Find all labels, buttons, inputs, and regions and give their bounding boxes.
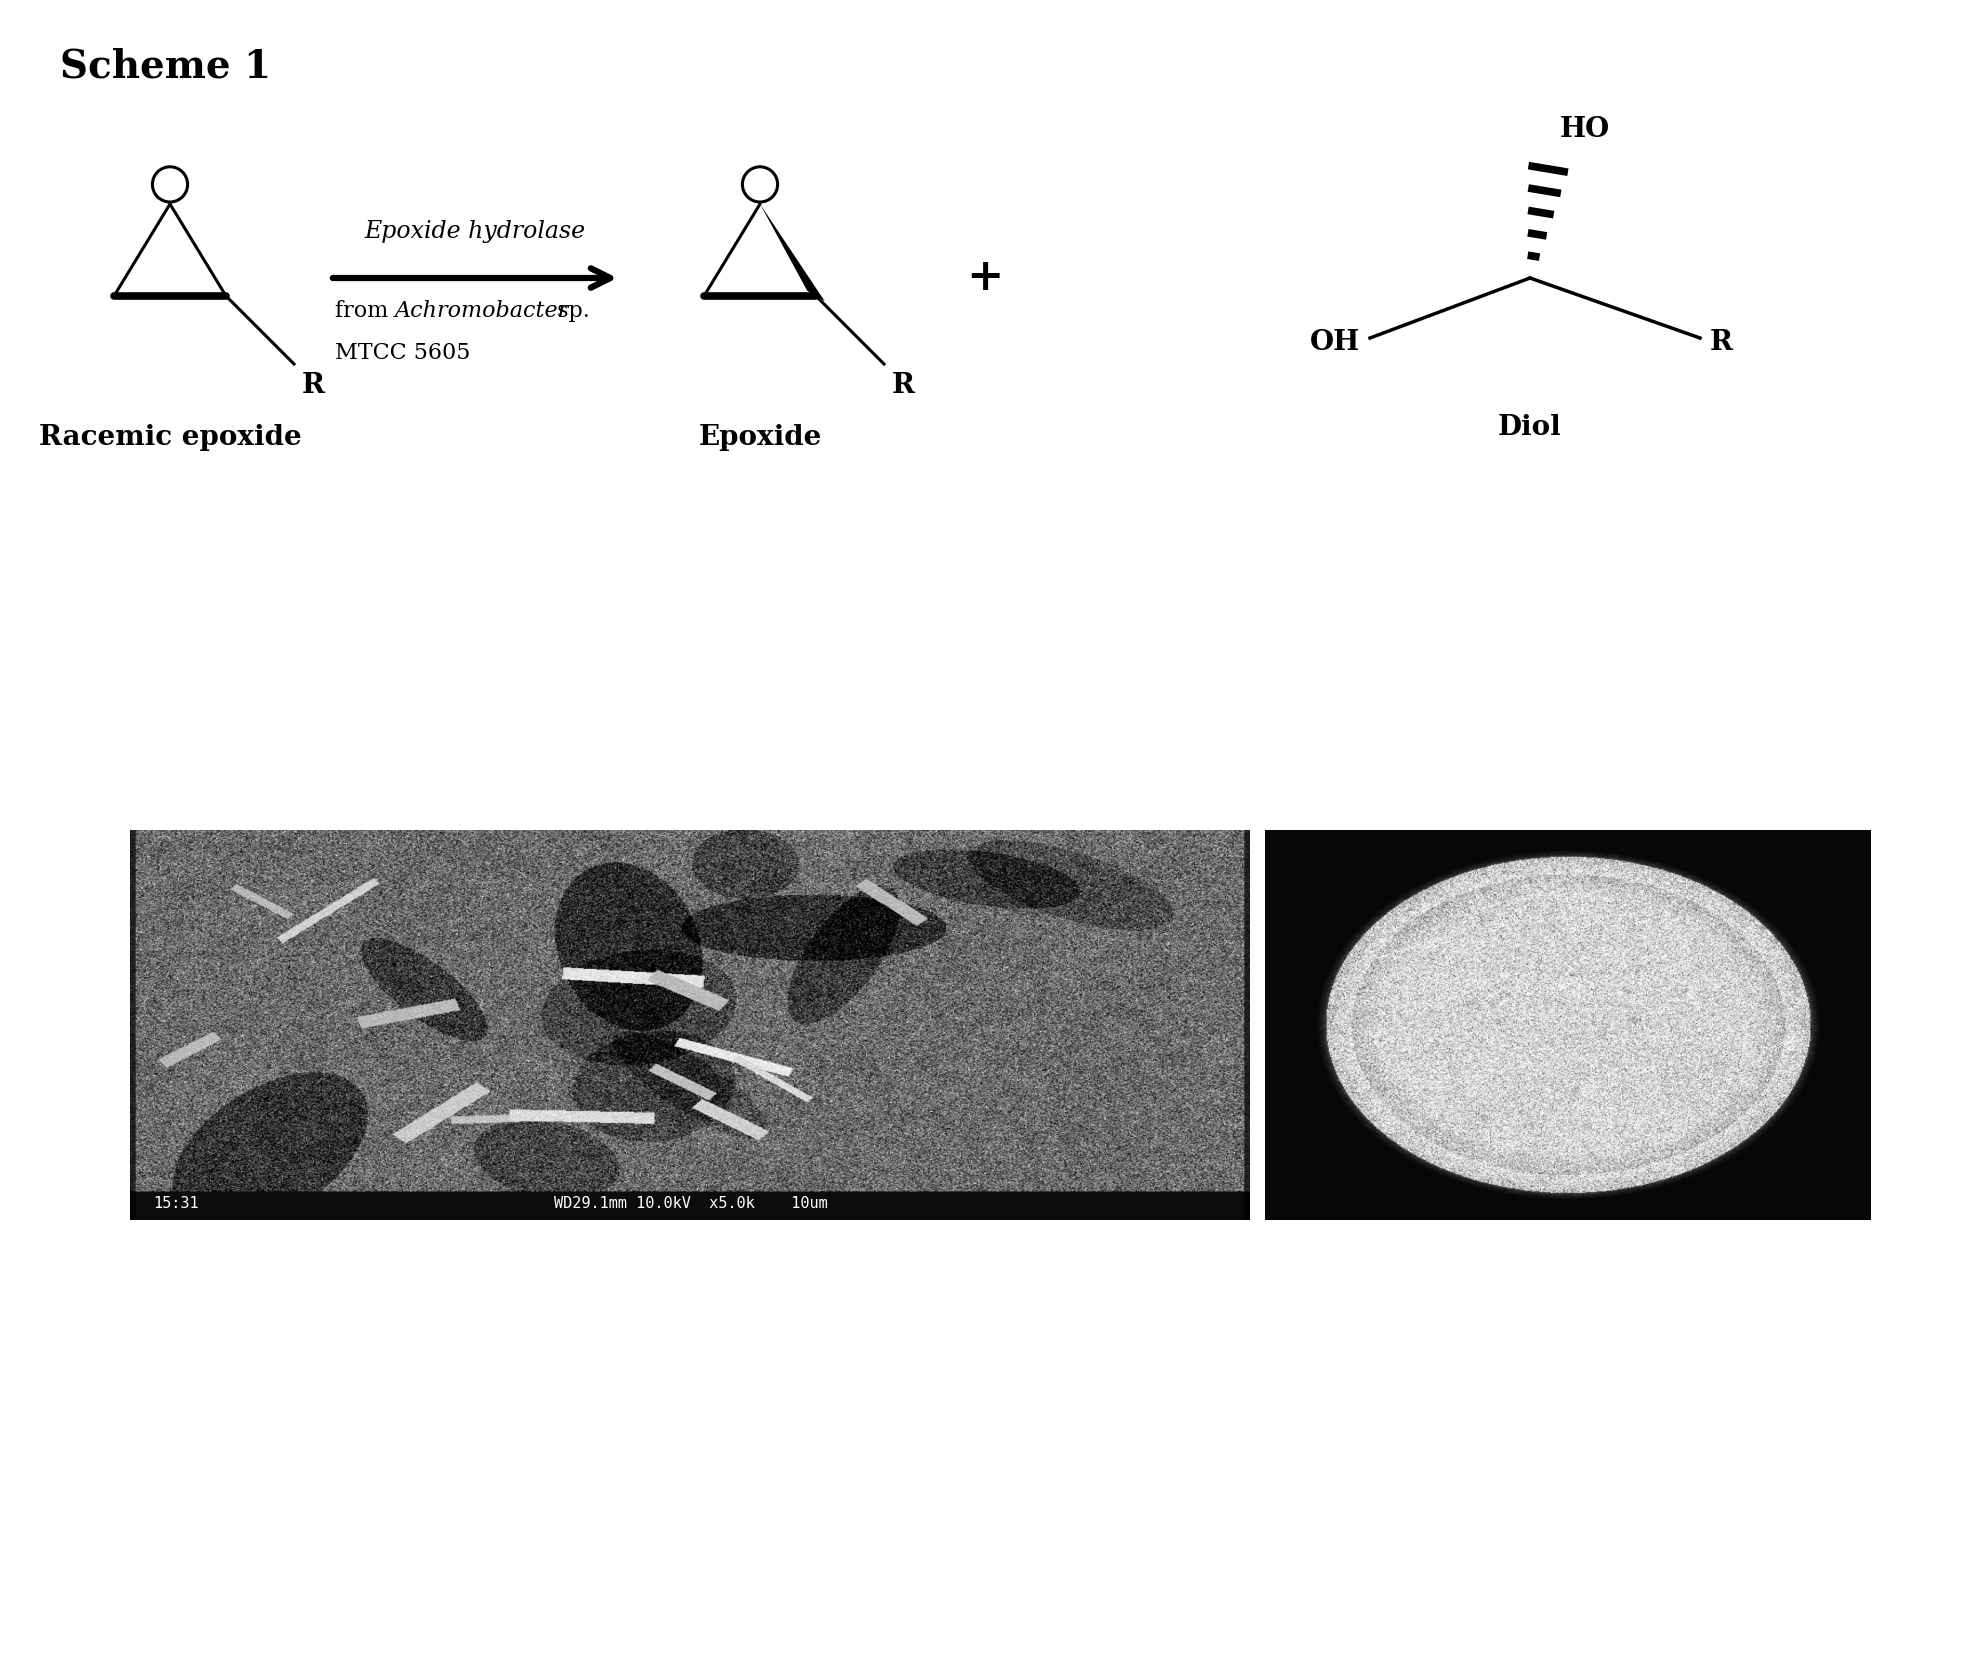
- Text: sp.: sp.: [550, 300, 590, 322]
- Text: Figure 1.: Figure 1.: [907, 908, 1078, 941]
- Polygon shape: [760, 205, 826, 302]
- Text: Epoxide: Epoxide: [699, 425, 822, 451]
- Text: R: R: [302, 373, 326, 399]
- Text: Epoxide hydrolase: Epoxide hydrolase: [365, 220, 586, 243]
- Text: +: +: [967, 257, 1004, 299]
- Text: OH: OH: [1310, 329, 1360, 356]
- Text: Scheme 1: Scheme 1: [60, 49, 272, 86]
- Text: Racemic epoxide: Racemic epoxide: [38, 425, 302, 451]
- Text: from: from: [335, 300, 395, 322]
- Text: HO: HO: [1560, 116, 1610, 143]
- Text: Achromobacter: Achromobacter: [395, 300, 570, 322]
- Text: Diol: Diol: [1499, 414, 1562, 441]
- Text: MTCC 5605: MTCC 5605: [335, 342, 470, 364]
- Text: WD29.1mm 10.0kV  x5.0k    10um: WD29.1mm 10.0kV x5.0k 10um: [554, 1196, 828, 1212]
- Text: R: R: [891, 373, 915, 399]
- Text: 15:31: 15:31: [153, 1196, 198, 1212]
- Text: R: R: [1709, 329, 1733, 356]
